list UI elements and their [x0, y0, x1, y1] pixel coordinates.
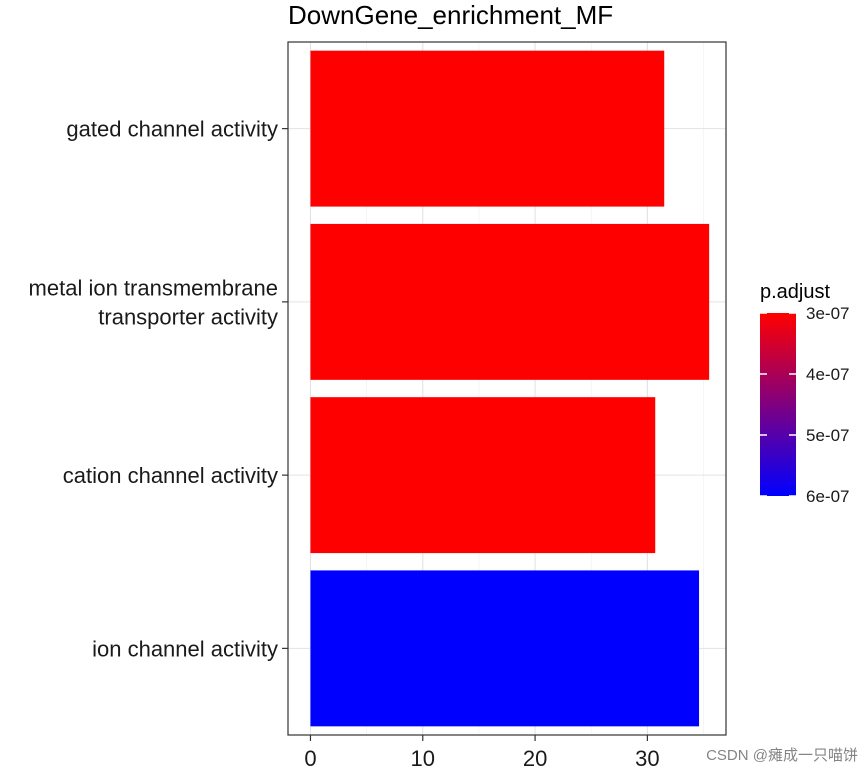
bar [310, 570, 700, 727]
legend-ticks: 3e-07 4e-07 5e-07 6e-07 [760, 304, 849, 506]
bar [310, 223, 710, 380]
legend-tick-label: 4e-07 [806, 365, 849, 384]
x-tick-label: 30 [635, 746, 659, 771]
x-axis-labels: 0 10 20 30 [304, 735, 660, 771]
legend-tick-label: 3e-07 [806, 304, 849, 323]
x-tick-label: 10 [411, 746, 435, 771]
plot-border [287, 41, 727, 736]
y-axis-labels: gated channel activity metal ion transmem… [29, 117, 288, 661]
y-tick-label: ion channel activity [92, 636, 278, 661]
y-tick-label: metal ion transmembrane transporter activ… [29, 275, 278, 329]
x-tick-label: 20 [523, 746, 547, 771]
legend: p.adjust 3e-07 4e-07 5e-07 6e-07 [760, 281, 849, 506]
legend-tick-label: 6e-07 [806, 487, 849, 506]
y-tick-label: gated channel activity [66, 117, 278, 142]
bar [310, 50, 665, 207]
y-tick-label: cation channel activity [63, 463, 278, 488]
legend-colorbar [760, 313, 796, 496]
legend-tick-label: 5e-07 [806, 426, 849, 445]
bars [310, 50, 710, 727]
legend-title: p.adjust [760, 281, 830, 303]
watermark: CSDN @瘫成一只喵饼 [706, 747, 858, 764]
bar [310, 397, 656, 554]
x-tick-label: 0 [304, 746, 316, 771]
chart-title: DownGene_enrichment_MF [288, 0, 613, 30]
